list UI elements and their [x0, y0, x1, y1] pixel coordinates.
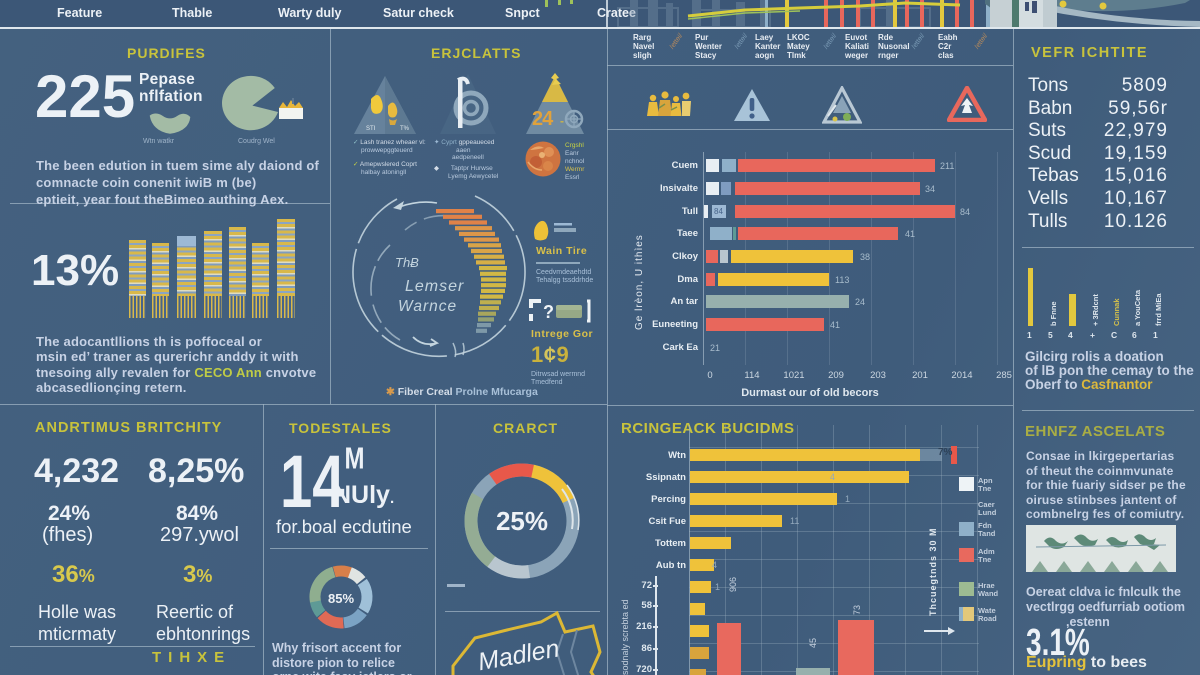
svg-text:85%: 85%	[328, 591, 354, 606]
svg-text:Warnce: Warnce	[398, 298, 457, 315]
svg-text:T%: T%	[400, 126, 410, 132]
svg-text:-: -	[560, 114, 564, 128]
svg-text:25%: 25%	[496, 506, 548, 536]
svg-text:Madlen: Madlen	[476, 634, 562, 675]
svg-text:STI: STI	[366, 126, 376, 132]
svg-text:?: ?	[543, 302, 554, 322]
svg-text:Lemser: Lemser	[405, 278, 464, 295]
svg-text:ThɃ: ThɃ	[395, 255, 419, 270]
svg-text:24: 24	[532, 108, 554, 130]
